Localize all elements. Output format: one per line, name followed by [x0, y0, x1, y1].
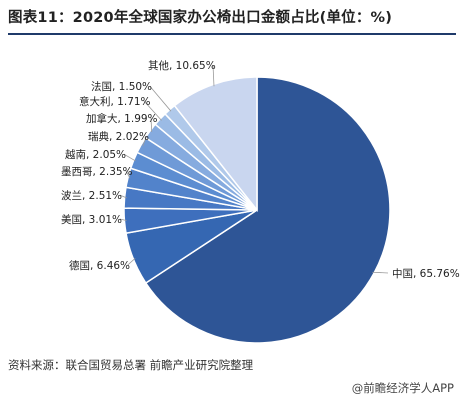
leader-line-11: [212, 64, 215, 87]
credit-watermark: @前瞻经济学人APP: [351, 381, 454, 395]
pie-label-1: 中国, 65.76%: [392, 267, 460, 280]
pie-label-2: 德国, 6.46%: [69, 259, 130, 272]
pie-label-3: 美国, 3.01%: [61, 213, 122, 226]
pie-label-9: 意大利, 1.71%: [79, 95, 151, 108]
leader-line-3: [119, 218, 127, 221]
leader-line-8: [150, 117, 153, 133]
pie-label-5: 墨西哥, 2.35%: [61, 166, 133, 178]
pie-label-4: 波兰, 2.51%: [61, 189, 122, 202]
leader-line-6: [123, 153, 136, 162]
pie-label-10: 法国, 1.50%: [91, 80, 152, 93]
pie-label-8: 加拿大, 1.99%: [86, 112, 158, 125]
pie-slice-11: [173, 76, 258, 213]
leader-line-9: [143, 100, 162, 121]
page-title: 图表11：2020年全球国家办公椅出口金额占比(单位：%): [8, 10, 393, 26]
pie-slices: [123, 76, 391, 344]
pie-label-7: 瑞典, 2.02%: [88, 130, 149, 143]
source-note: 资料来源：联合国贸易总署 前瞻产业研究院整理: [8, 358, 254, 372]
pie-slice-1: [144, 76, 391, 344]
leader-line-5: [125, 170, 131, 179]
leader-line-2: [127, 258, 136, 266]
pie-labels: 中国, 65.76% 德国, 6.46% 美国, 3.01% 波兰, 2.51% 墨西哥…: [61, 59, 460, 280]
leader-line-1: [372, 271, 389, 274]
title-divider: [8, 33, 456, 35]
pie-label-11: 其他, 10.65%: [148, 59, 216, 72]
leader-line-7: [142, 135, 148, 147]
pie-chart: 中国, 65.76% 德国, 6.46% 美国, 3.01% 波兰, 2.51% 墨西哥…: [61, 59, 460, 344]
pie-label-6: 越南, 2.05%: [65, 148, 126, 161]
leader-line-10: [149, 85, 172, 112]
pie-leader-lines: [119, 64, 389, 274]
leader-line-4: [119, 194, 127, 199]
pie-chart-container: 中国, 65.76% 德国, 6.46% 美国, 3.01% 波兰, 2.51% 墨西哥…: [0, 36, 464, 352]
